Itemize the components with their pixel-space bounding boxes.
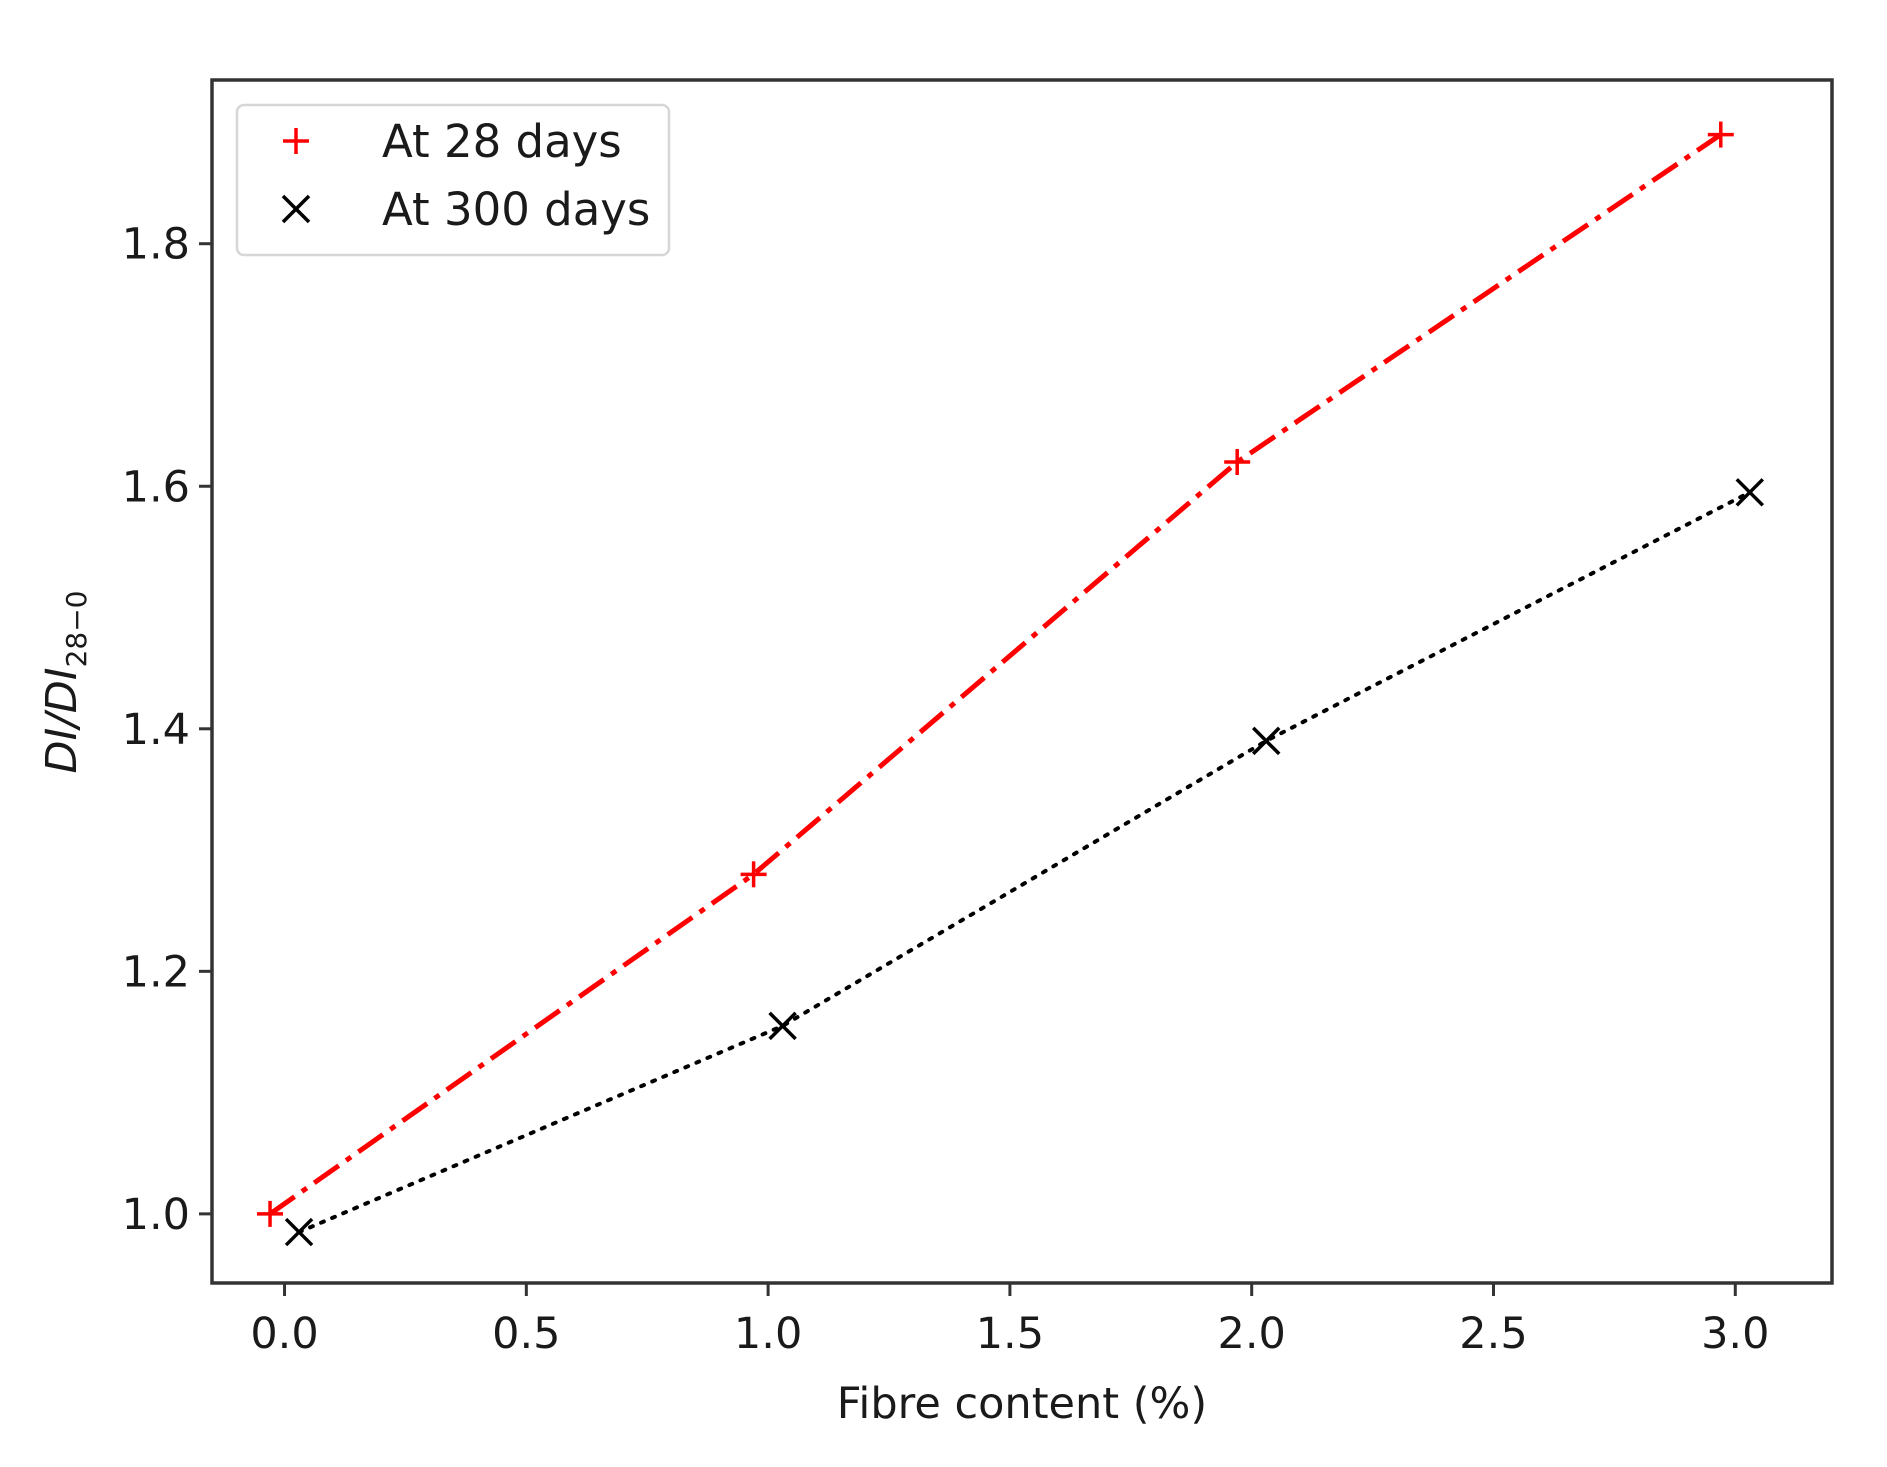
marker-stroke: [768, 1011, 797, 1041]
y-axis-label-subscript: 28−0: [60, 591, 93, 668]
data-point: [740, 861, 767, 888]
plot-frame: [210, 78, 1834, 1285]
y-axis: 1.0 1.2 1.4 1.6 1.8: [122, 220, 212, 1240]
marker-stroke: [1735, 478, 1765, 507]
y-tick-label: 1.2: [122, 947, 190, 997]
x-tick-label: 0.5: [492, 1309, 560, 1359]
data-point: [1735, 478, 1765, 507]
legend-label: At 28 days: [382, 115, 622, 168]
x-axis: 0.0 0.5 1.0 1.5 2.0 2.5 3.0: [250, 1283, 1769, 1359]
x-marker: [281, 194, 311, 224]
marker-stroke: [281, 194, 311, 224]
x-tick-label: 3.0: [1701, 1309, 1769, 1359]
series-layer: [257, 121, 1765, 1247]
x-axis-label: Fibre content (%): [837, 1379, 1207, 1429]
series-line: [297, 490, 1752, 1235]
y-tick-label: 1.4: [122, 705, 190, 755]
data-point: [284, 1217, 314, 1247]
legend-box: [235, 103, 671, 257]
data-point: [1251, 726, 1281, 756]
x-tick-label: 1.0: [734, 1309, 802, 1359]
series-2: [284, 478, 1765, 1247]
series-1: [257, 121, 1734, 1227]
y-tick-label: 1.0: [122, 1190, 190, 1240]
x-tick-label: 2.5: [1459, 1309, 1527, 1359]
y-axis-label-main: DI/DI: [37, 667, 87, 773]
legend: At 28 days At 300 days: [235, 103, 671, 257]
y-tick-label: 1.6: [122, 462, 190, 512]
y-axis-label: DI/DI28−0: [37, 591, 93, 774]
x-tick-label: 1.5: [976, 1309, 1044, 1359]
series-line: [268, 132, 1723, 1216]
plus-marker: [283, 128, 309, 154]
legend-label: At 300 days: [382, 183, 650, 236]
data-point: [257, 1200, 284, 1227]
data-point: [1224, 449, 1251, 476]
x-tick-label: 0.0: [250, 1309, 318, 1359]
data-point: [768, 1011, 797, 1041]
data-point: [1707, 121, 1734, 148]
marker-stroke: [284, 1217, 314, 1247]
marker-stroke: [1251, 726, 1281, 756]
x-tick-label: 2.0: [1218, 1309, 1286, 1359]
y-tick-label: 1.8: [122, 220, 190, 270]
